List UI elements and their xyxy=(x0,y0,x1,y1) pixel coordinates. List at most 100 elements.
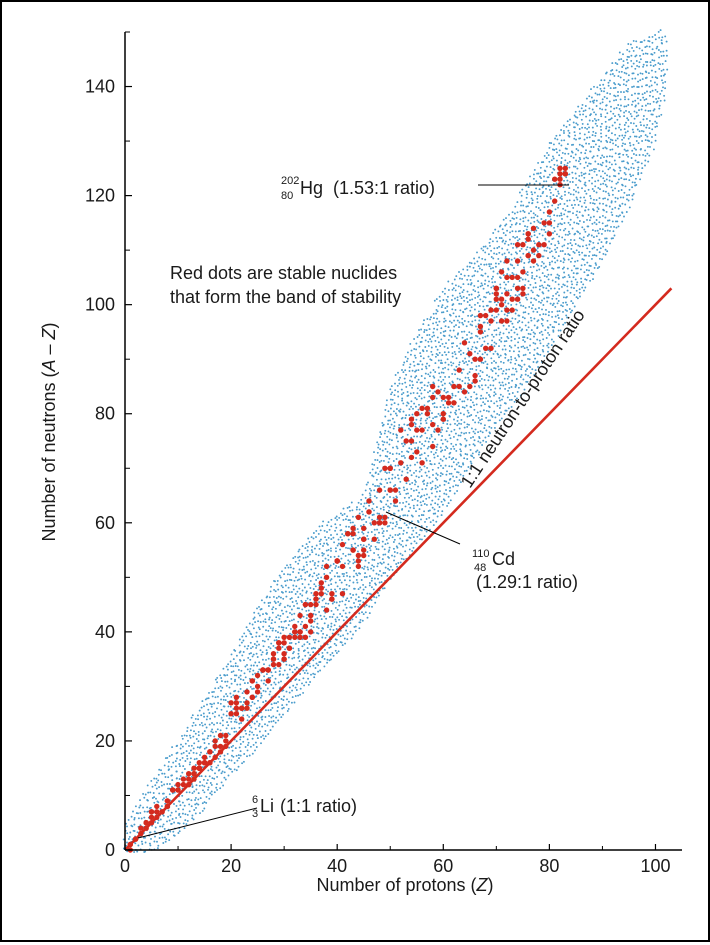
unstable-nuclide-dot xyxy=(248,652,251,655)
unstable-nuclide-dot xyxy=(529,283,532,286)
unstable-nuclide-dot xyxy=(398,487,401,490)
unstable-nuclide-dot xyxy=(184,760,187,762)
unstable-nuclide-dot xyxy=(297,556,300,559)
unstable-nuclide-dot xyxy=(580,281,583,283)
unstable-nuclide-dot xyxy=(589,240,592,243)
unstable-nuclide-dot xyxy=(373,489,376,492)
unstable-nuclide-dot xyxy=(382,530,385,533)
unstable-nuclide-dot xyxy=(209,734,212,737)
unstable-nuclide-dot xyxy=(616,137,619,140)
unstable-nuclide-dot xyxy=(456,419,459,422)
unstable-nuclide-dot xyxy=(560,144,563,147)
unstable-nuclide-dot xyxy=(460,388,463,391)
unstable-nuclide-dot xyxy=(140,817,143,820)
unstable-nuclide-dot xyxy=(482,362,485,364)
unstable-nuclide-dot xyxy=(290,633,293,636)
unstable-nuclide-dot xyxy=(527,280,530,283)
unstable-nuclide-dot xyxy=(445,445,448,448)
unstable-nuclide-dot xyxy=(330,609,333,612)
unstable-nuclide-dot xyxy=(469,283,472,286)
unstable-nuclide-dot xyxy=(602,245,605,248)
unstable-nuclide-dot xyxy=(474,428,477,431)
unstable-nuclide-dot xyxy=(512,242,515,245)
unstable-nuclide-dot xyxy=(602,147,605,150)
unstable-nuclide-dot xyxy=(352,558,355,561)
unstable-nuclide-dot xyxy=(325,542,328,545)
unstable-nuclide-dot xyxy=(616,197,619,200)
unstable-nuclide-dot xyxy=(457,391,460,393)
unstable-nuclide-dot xyxy=(624,96,626,98)
unstable-nuclide-dot xyxy=(239,674,242,677)
unstable-nuclide-dot xyxy=(315,662,318,665)
unstable-nuclide-dot xyxy=(423,465,426,468)
unstable-nuclide-dot xyxy=(563,132,565,134)
unstable-nuclide-dot xyxy=(349,566,352,569)
unstable-nuclide-dot xyxy=(632,85,635,88)
unstable-nuclide-dot xyxy=(187,798,190,801)
unstable-nuclide-dot xyxy=(164,802,167,805)
unstable-nuclide-dot xyxy=(609,242,611,245)
unstable-nuclide-dot xyxy=(327,584,330,587)
unstable-nuclide-dot xyxy=(350,596,353,599)
unstable-nuclide-dot xyxy=(447,280,450,283)
unstable-nuclide-dot xyxy=(370,489,373,492)
unstable-nuclide-dot xyxy=(614,115,616,118)
unstable-nuclide-dot xyxy=(365,521,368,523)
unstable-nuclide-dot xyxy=(230,727,233,730)
unstable-nuclide-dot xyxy=(345,546,347,549)
unstable-nuclide-dot xyxy=(469,368,472,370)
unstable-nuclide-dot xyxy=(624,203,627,206)
unstable-nuclide-dot xyxy=(399,561,402,564)
unstable-nuclide-dot xyxy=(463,432,466,435)
unstable-nuclide-dot xyxy=(594,185,597,188)
unstable-nuclide-dot xyxy=(249,641,252,644)
unstable-nuclide-dot xyxy=(385,503,388,506)
unstable-nuclide-dot xyxy=(245,626,248,629)
unstable-nuclide-dot xyxy=(183,768,186,770)
unstable-nuclide-dot xyxy=(548,263,551,266)
unstable-nuclide-dot xyxy=(217,737,220,740)
unstable-nuclide-dot xyxy=(228,767,231,770)
unstable-nuclide-dot xyxy=(591,100,594,103)
unstable-nuclide-dot xyxy=(410,520,413,523)
unstable-nuclide-dot xyxy=(531,368,534,371)
unstable-nuclide-dot xyxy=(397,534,399,537)
unstable-nuclide-dot xyxy=(326,531,328,533)
unstable-nuclide-dot xyxy=(339,523,342,526)
unstable-nuclide-dot xyxy=(354,605,357,608)
unstable-nuclide-dot xyxy=(516,201,519,204)
unstable-nuclide-dot xyxy=(504,356,507,359)
unstable-nuclide-dot xyxy=(432,512,435,515)
unstable-nuclide-dot xyxy=(246,738,249,741)
unstable-nuclide-dot xyxy=(522,204,525,207)
unstable-nuclide-dot xyxy=(515,359,518,362)
unstable-nuclide-dot xyxy=(495,333,498,336)
unstable-nuclide-dot xyxy=(255,644,258,647)
unstable-nuclide-dot xyxy=(345,599,347,602)
unstable-nuclide-dot xyxy=(416,435,419,438)
unstable-nuclide-dot xyxy=(498,345,500,348)
unstable-nuclide-dot xyxy=(285,690,288,693)
unstable-nuclide-dot xyxy=(519,229,521,232)
unstable-nuclide-dot xyxy=(442,367,444,370)
unstable-nuclide-dot xyxy=(342,634,345,637)
unstable-nuclide-dot xyxy=(159,833,162,835)
unstable-nuclide-dot xyxy=(235,674,238,677)
unstable-nuclide-dot xyxy=(340,641,343,644)
unstable-nuclide-dot xyxy=(369,496,372,499)
unstable-nuclide-dot xyxy=(257,620,260,623)
unstable-nuclide-dot xyxy=(490,256,493,258)
unstable-nuclide-dot xyxy=(425,518,428,520)
unstable-nuclide-dot xyxy=(271,629,274,632)
unstable-nuclide-dot xyxy=(240,722,243,724)
unstable-nuclide-dot xyxy=(551,310,554,313)
unstable-nuclide-dot xyxy=(157,819,160,822)
unstable-nuclide-dot xyxy=(514,368,517,370)
unstable-nuclide-dot xyxy=(518,250,521,252)
unstable-nuclide-dot xyxy=(470,293,473,296)
unstable-nuclide-dot xyxy=(575,177,578,180)
unstable-nuclide-dot xyxy=(377,443,380,446)
unstable-nuclide-dot xyxy=(469,299,471,302)
unstable-nuclide-dot xyxy=(234,747,237,750)
unstable-nuclide-dot xyxy=(183,827,186,830)
